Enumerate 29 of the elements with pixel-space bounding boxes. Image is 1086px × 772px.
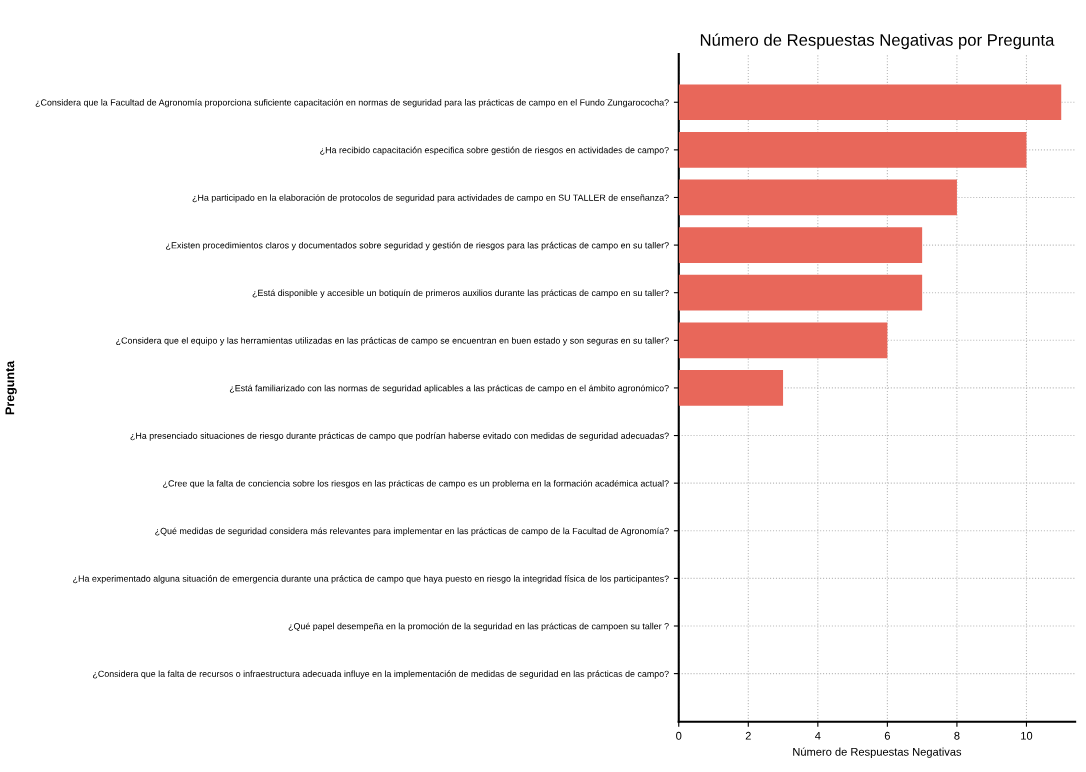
bar: [678, 274, 923, 311]
y-tick-label: ¿Está disponible y accesible un botiquín de primeros auxilios durante las prácticas de campo en su taller?: [252, 289, 669, 298]
y-tick-label: ¿Está familiarizado con las normas de seguridad aplicables a las prácticas de campo en el ámbito agronómico?: [229, 384, 669, 394]
x-tick-label: 0: [676, 731, 682, 740]
bar: [678, 179, 957, 216]
y-tick-label: ¿Ha experimentado alguna situación de emergencia durante una práctica de campo que haya puesto en riesgo la integridad física de los participantes?: [73, 575, 669, 584]
x-axis-title: Número de Respuestas Negativas: [793, 747, 962, 758]
y-tick-label: ¿Considera que la Facultad de Agronomía proporciona suficiente capacitación en normas de seguridad para las prácticas de campo en el Fundo Zungarococha?: [35, 98, 669, 108]
y-tick-label: ¿Ha presenciado situaciones de riesgo durante prácticas de campo que podrían haberse evitado con medidas de seguridad adecuadas?: [130, 432, 669, 441]
x-tick-label: 4: [815, 731, 821, 740]
bar: [678, 227, 923, 263]
chart-title: Número de Respuestas Negativas por Pregunta: [700, 33, 1055, 50]
y-tick-label: ¿Existen procedimientos claros y documentados sobre seguridad y gestión de riesgos para las prácticas de campo en su taller?: [166, 241, 669, 251]
x-tick-label: 10: [1021, 731, 1033, 740]
y-tick-label: ¿Considera que la falta de recursos o infraestructura adecuada influye en la implementación de medidas de seguridad en las prácticas de campo?: [93, 670, 669, 679]
y-tick-label: ¿Considera que el equipo y las herramientas utilizadas en las prácticas de campo se encuentran en buen estado y son seguras en su taller?: [116, 337, 669, 346]
x-tick-label: 2: [745, 731, 751, 740]
y-tick-label: ¿Qué medidas de seguridad considera más relevantes para implementar en las prácticas de campo de la Facultad de Agronomía?: [155, 527, 669, 536]
y-tick-label: ¿Ha participado en la elaboración de protocolos de seguridad para actividades de campo en SU TALLER de enseñanza?: [192, 194, 669, 203]
bar: [678, 322, 888, 359]
y-axis-title: Pregunta: [5, 360, 17, 415]
bar: [678, 132, 1027, 168]
y-tick-label: ¿Ha recibido capacitación especifica sobre gestión de riesgos en actividades de campo?: [320, 146, 669, 155]
bar: [678, 370, 784, 406]
x-tick-label: 8: [954, 731, 960, 740]
bar: [678, 84, 1062, 121]
x-tick-label: 6: [884, 731, 890, 740]
y-tick-label: ¿Cree que la falta de conciencia sobre los riesgos en las prácticas de campo es un problema en la formación académica actual?: [163, 479, 669, 489]
y-tick-label: ¿Qué papel desempeña en la promoción de la seguridad en las prácticas de campoen su taller ?: [288, 622, 669, 632]
